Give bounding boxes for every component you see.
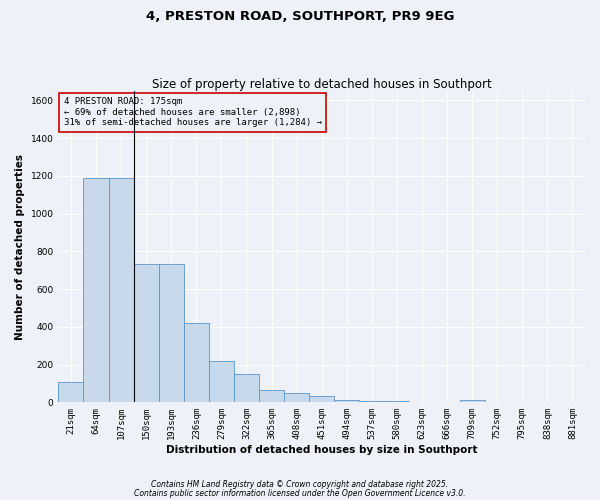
X-axis label: Distribution of detached houses by size in Southport: Distribution of detached houses by size … (166, 445, 478, 455)
Bar (259, 390, 284, 402)
Bar (109, 178, 134, 402)
Bar (309, 396, 334, 402)
Text: 4 PRESTON ROAD: 175sqm
← 69% of detached houses are smaller (2,898)
31% of semi-: 4 PRESTON ROAD: 175sqm ← 69% of detached… (64, 97, 322, 127)
Y-axis label: Number of detached properties: Number of detached properties (15, 154, 25, 340)
Bar (184, 323, 209, 402)
Text: Contains public sector information licensed under the Open Government Licence v3: Contains public sector information licen… (134, 488, 466, 498)
Bar (134, 264, 159, 402)
Bar (460, 400, 485, 402)
Text: Contains HM Land Registry data © Crown copyright and database right 2025.: Contains HM Land Registry data © Crown c… (151, 480, 449, 489)
Title: Size of property relative to detached houses in Southport: Size of property relative to detached ho… (152, 78, 491, 91)
Bar (334, 400, 359, 402)
Bar (159, 264, 184, 402)
Bar (284, 393, 309, 402)
Bar (58, 382, 83, 402)
Bar (234, 374, 259, 402)
Bar (359, 401, 385, 402)
Bar (83, 178, 109, 402)
Bar (209, 361, 234, 403)
Text: 4, PRESTON ROAD, SOUTHPORT, PR9 9EG: 4, PRESTON ROAD, SOUTHPORT, PR9 9EG (146, 10, 454, 23)
